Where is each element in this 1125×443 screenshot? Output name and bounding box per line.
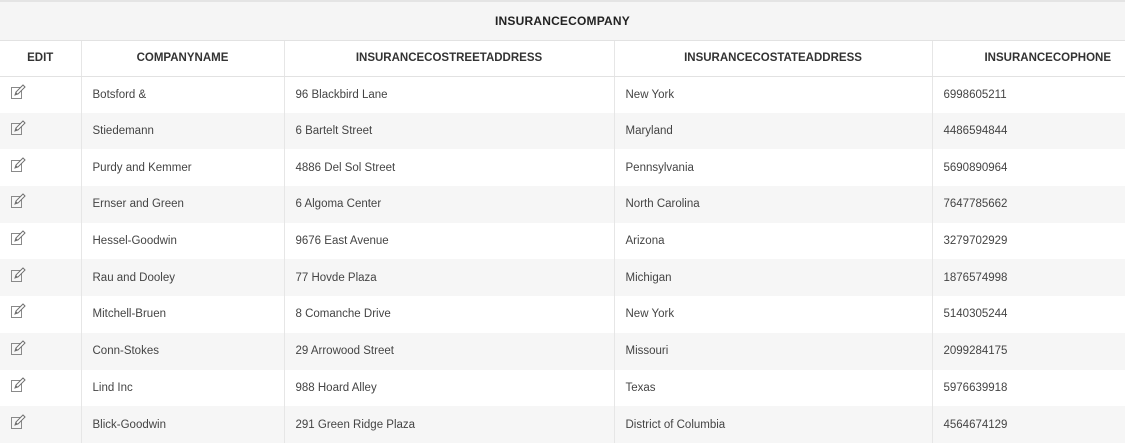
phone-cell: 4564674129 — [932, 406, 1125, 443]
column-header-phone[interactable]: INSURANCECOPHONE — [932, 41, 1125, 77]
edit-pencil-icon[interactable] — [10, 157, 26, 173]
edit-cell — [0, 259, 82, 297]
company-name-cell: Lind Inc — [81, 369, 285, 407]
street-address-cell: 29 Arrowood Street — [284, 332, 615, 370]
company-name-cell: Ernser and Green — [81, 186, 285, 223]
phone-cell: 5140305244 — [932, 296, 1125, 333]
street-address-cell: 8 Comanche Drive — [284, 296, 615, 333]
company-name-cell: Rau and Dooley — [81, 259, 285, 297]
edit-cell — [0, 222, 82, 260]
table-row: Rau and Dooley 77 Hovde Plaza Michigan 1876… — [0, 259, 1125, 297]
edit-pencil-icon[interactable] — [10, 267, 26, 283]
table-row: Stiedemann 6 Bartelt Street Maryland 448659… — [0, 112, 1125, 150]
edit-cell — [0, 76, 82, 113]
street-address-cell: 96 Blackbird Lane — [284, 76, 615, 113]
state-address-cell: Texas — [614, 369, 933, 407]
edit-cell — [0, 149, 82, 187]
company-name-cell: Hessel-Goodwin — [81, 222, 285, 260]
column-header-street-address[interactable]: INSURANCECOSTREETADDRESS — [284, 41, 615, 77]
street-address-cell: 77 Hovde Plaza — [284, 259, 615, 297]
street-address-cell: 4886 Del Sol Street — [284, 149, 615, 187]
data-table: EDIT COMPANYNAME INSURANCECOSTREETADDRES… — [0, 41, 1125, 443]
street-address-cell: 9676 East Avenue — [284, 222, 615, 260]
state-address-cell: New York — [614, 76, 933, 113]
phone-cell: 5976639918 — [932, 369, 1125, 407]
company-name-cell: Stiedemann — [81, 112, 285, 150]
edit-pencil-icon[interactable] — [10, 193, 26, 209]
state-address-cell: Pennsylvania — [614, 149, 933, 187]
phone-cell: 5690890964 — [932, 149, 1125, 187]
edit-cell — [0, 369, 82, 407]
edit-cell — [0, 296, 82, 333]
table-row: Botsford & 96 Blackbird Lane New York 69986… — [0, 76, 1125, 113]
phone-cell: 7647785662 — [932, 186, 1125, 223]
state-address-cell: Arizona — [614, 222, 933, 260]
table-row: Lind Inc 988 Hoard Alley Texas 5976639918 — [0, 369, 1125, 407]
edit-cell — [0, 332, 82, 370]
state-address-cell: Missouri — [614, 332, 933, 370]
state-address-cell: North Carolina — [614, 186, 933, 223]
table-row: Mitchell-Bruen 8 Comanche Drive New York 51… — [0, 296, 1125, 333]
table-row: Blick-Goodwin 291 Green Ridge Plaza Distri… — [0, 406, 1125, 443]
table-row: Hessel-Goodwin 9676 East Avenue Arizona 327… — [0, 222, 1125, 260]
edit-pencil-icon[interactable] — [10, 303, 26, 319]
column-header-edit[interactable]: EDIT — [0, 41, 82, 77]
company-name-cell: Botsford & — [81, 76, 285, 113]
state-address-cell: District of Columbia — [614, 406, 933, 443]
phone-cell: 1876574998 — [932, 259, 1125, 297]
table-row: Purdy and Kemmer 4886 Del Sol Street Penns… — [0, 149, 1125, 187]
edit-pencil-icon[interactable] — [10, 83, 26, 100]
edit-cell — [0, 112, 82, 150]
company-name-cell: Blick-Goodwin — [81, 406, 285, 443]
street-address-cell: 6 Algoma Center — [284, 186, 615, 223]
phone-cell: 4486594844 — [932, 112, 1125, 150]
street-address-cell: 6 Bartelt Street — [284, 112, 615, 150]
edit-pencil-icon[interactable] — [10, 377, 26, 393]
edit-cell — [0, 186, 82, 223]
company-name-cell: Mitchell-Bruen — [81, 296, 285, 333]
street-address-cell: 988 Hoard Alley — [284, 369, 615, 407]
table-title: INSURANCECOMPANY — [0, 2, 1125, 41]
street-address-cell: 291 Green Ridge Plaza — [284, 406, 615, 443]
edit-pencil-icon[interactable] — [10, 340, 26, 356]
edit-pencil-icon[interactable] — [10, 230, 26, 246]
edit-pencil-icon[interactable] — [10, 413, 26, 430]
column-header-state-address[interactable]: INSURANCECOSTATEADDRESS — [614, 41, 933, 77]
phone-cell: 3279702929 — [932, 222, 1125, 260]
header-row: EDIT COMPANYNAME INSURANCECOSTREETADDRES… — [0, 41, 1125, 77]
state-address-cell: Michigan — [614, 259, 933, 297]
column-header-companyname[interactable]: COMPANYNAME — [81, 41, 285, 77]
phone-cell: 2099284175 — [932, 332, 1125, 370]
state-address-cell: Maryland — [614, 112, 933, 150]
phone-cell: 6998605211 — [932, 76, 1125, 113]
company-name-cell: Purdy and Kemmer — [81, 149, 285, 187]
table-row: Conn-Stokes 29 Arrowood Street Missouri 209… — [0, 332, 1125, 370]
edit-cell — [0, 406, 82, 443]
state-address-cell: New York — [614, 296, 933, 333]
company-name-cell: Conn-Stokes — [81, 332, 285, 370]
edit-pencil-icon[interactable] — [10, 120, 26, 136]
table-row: Ernser and Green 6 Algoma Center North Car… — [0, 186, 1125, 223]
